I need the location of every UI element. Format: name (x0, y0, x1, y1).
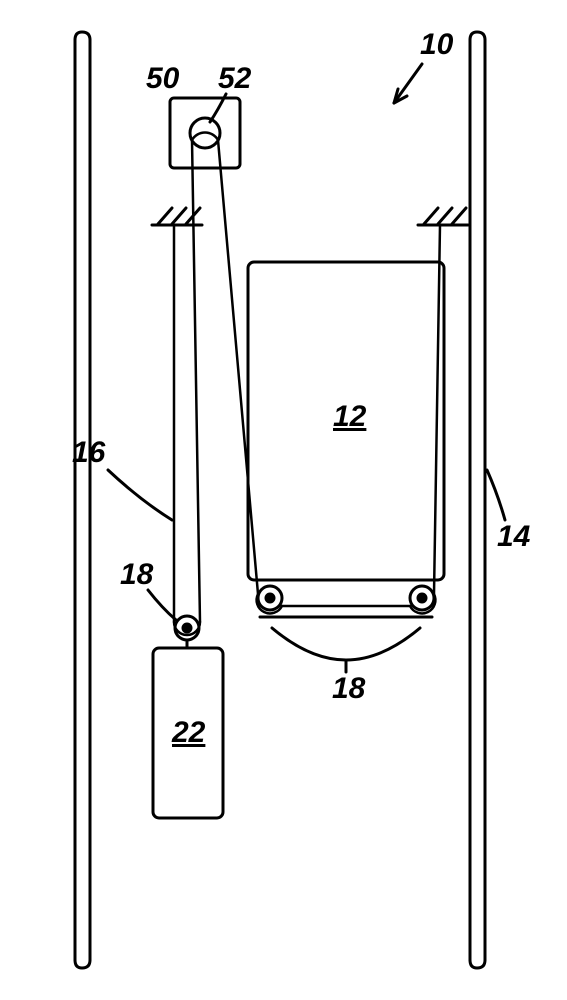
elevator-diagram (0, 0, 567, 1000)
cw-pulley-axle (183, 624, 191, 632)
leader-16 (108, 470, 172, 520)
anchor-right-hatch (438, 208, 452, 224)
hoistway-left-bot-cap (75, 960, 90, 968)
leader-10 (394, 64, 422, 103)
anchor-right-hatch (424, 208, 438, 224)
leader-14 (487, 470, 505, 520)
hoistway-right-top-cap (470, 32, 485, 40)
car-pulley-left-axle (266, 594, 274, 602)
anchor-left-hatch (172, 208, 186, 224)
hoistway-right-bot-cap (470, 960, 485, 968)
rope-seg (192, 132, 218, 140)
label-16: 16 (72, 436, 105, 470)
label-52: 52 (218, 62, 251, 96)
label-14: 14 (497, 520, 530, 554)
label-10: 10 (420, 28, 453, 62)
anchor-right-hatch (452, 208, 466, 224)
leader-18-cw (148, 590, 176, 620)
car-pulley-right-axle (418, 594, 426, 602)
rope-seg (434, 225, 440, 594)
anchor-left-hatch (158, 208, 172, 224)
label-18-car: 18 (332, 672, 365, 706)
label-12: 12 (333, 400, 366, 434)
label-50: 50 (146, 62, 179, 96)
hoistway-left-top-cap (75, 32, 90, 40)
brace-18-car (272, 628, 420, 660)
label-22: 22 (172, 716, 205, 750)
label-18-cw: 18 (120, 558, 153, 592)
rope-seg (218, 140, 258, 594)
